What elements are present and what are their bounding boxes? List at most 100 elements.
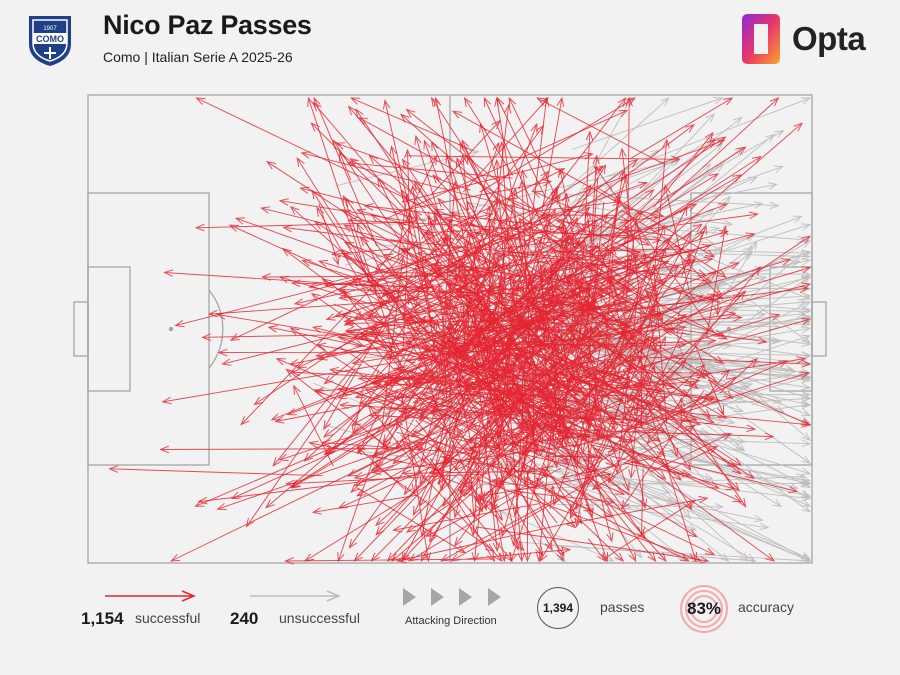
successful-pass-arrow — [485, 457, 507, 563]
successful-pass-arrow — [581, 355, 623, 364]
successful-pass-arrow — [513, 330, 682, 481]
successful-pass-arrow — [312, 101, 456, 269]
successful-pass-arrow — [347, 389, 519, 477]
accuracy-value: 83% — [686, 599, 722, 618]
successful-pass-arrow — [467, 223, 481, 262]
successful-pass-arrow — [588, 212, 651, 246]
opta-wordmark: Opta — [792, 20, 866, 57]
successful-pass-arrow — [424, 396, 474, 419]
successful-pass-arrow — [508, 336, 537, 367]
successful-pass-arrow — [536, 97, 665, 165]
successful-pass-arrow — [282, 224, 423, 246]
successful-pass-arrow — [433, 276, 544, 391]
successful-pass-arrow — [347, 105, 478, 260]
successful-pass-arrow — [469, 430, 482, 537]
left-penalty-arc — [208, 289, 224, 369]
unsuccessful-pass-arrow — [671, 362, 812, 384]
successful-pass-arrow — [414, 134, 458, 278]
successful-pass-arrow — [464, 304, 489, 352]
accuracy-label: accuracy — [738, 599, 795, 615]
successful-pass-arrow — [322, 353, 437, 438]
successful-pass-arrow — [527, 223, 703, 346]
successful-pass-arrow — [575, 451, 637, 489]
successful-pass-arrow — [591, 409, 757, 432]
successful-pass-arrow — [310, 292, 436, 381]
left-penalty-spot — [168, 326, 174, 332]
successful-pass-arrow — [401, 440, 428, 466]
successful-pass-arrow — [370, 394, 537, 562]
successful-pass-arrow — [535, 477, 625, 562]
successful-pass-arrow — [408, 165, 604, 296]
successful-pass-arrow — [573, 370, 616, 458]
successful-pass-arrow — [513, 206, 591, 291]
successful-pass-arrow — [625, 96, 633, 273]
successful-pass-arrow — [389, 145, 433, 328]
successful-pass-arrow — [515, 334, 637, 343]
successful-pass-arrow — [463, 96, 514, 176]
successful-pass-arrow — [489, 103, 512, 258]
successful-pass-arrow — [523, 476, 690, 562]
successful-pass-arrow — [382, 309, 490, 449]
successful-pass-arrow — [492, 250, 530, 258]
successful-pass-arrow — [494, 96, 526, 275]
successful-pass-arrow — [234, 217, 448, 294]
left-goal — [73, 301, 89, 357]
successful-pass-arrow — [348, 392, 461, 549]
successful-pass-arrow — [452, 259, 559, 432]
successful-pass-arrow — [529, 353, 637, 563]
successful-pass-arrow — [459, 153, 469, 221]
successful-pass-arrow — [590, 249, 610, 281]
successful-pass-arrow — [278, 198, 415, 223]
successful-pass-arrow — [411, 301, 464, 494]
successful-pass-arrow — [623, 425, 696, 464]
successful-pass-arrow — [395, 399, 426, 451]
successful-pass-arrow — [562, 262, 740, 332]
page-subtitle: Como | Italian Serie A 2025-26 — [103, 49, 293, 65]
successful-pass-arrow — [303, 475, 443, 562]
successful-pass-arrow — [467, 284, 524, 294]
successful-pass-arrow — [630, 97, 734, 159]
successful-pass-arrow — [523, 469, 532, 563]
successful-pass-arrow — [575, 254, 640, 289]
unsuccessful-label: unsuccessful — [279, 610, 360, 626]
successful-pass-arrow — [551, 413, 667, 435]
successful-pass-arrow — [570, 337, 630, 493]
successful-pass-arrow — [367, 297, 392, 319]
successful-pass-arrow — [333, 303, 385, 325]
successful-pass-arrow — [400, 434, 425, 450]
left-penalty-box — [87, 192, 210, 466]
successful-pass-arrow — [383, 99, 429, 292]
successful-pass-arrow — [550, 266, 636, 307]
successful-pass-arrow — [390, 181, 648, 273]
successful-pass-arrow — [510, 139, 726, 219]
successful-pass-arrow — [406, 155, 681, 164]
successful-pass-arrow — [553, 428, 775, 441]
unsuccessful-pass-arrow — [421, 160, 669, 220]
successful-pass-arrow — [453, 387, 538, 472]
successful-pass-arrow — [469, 476, 703, 562]
successful-pass-arrow — [587, 538, 607, 563]
successful-pass-arrow — [343, 299, 395, 326]
successful-pass-arrow — [434, 330, 583, 440]
successful-pass-arrow — [523, 318, 581, 486]
successful-pass-arrow — [533, 362, 542, 397]
successful-pass-arrow — [429, 378, 480, 414]
successful-pass-arrow — [364, 388, 425, 419]
successful-pass-arrow — [353, 440, 443, 487]
successful-pass-arrow — [622, 369, 692, 472]
successful-pass-arrow — [349, 157, 419, 207]
successful-pass-arrow — [355, 108, 493, 314]
successful-pass-arrow — [459, 367, 620, 395]
successful-pass-arrow — [290, 367, 477, 488]
successful-pass-arrow — [524, 300, 728, 420]
successful-pass-arrow — [432, 174, 504, 251]
unsuccessful-pass-arrow — [612, 382, 754, 425]
successful-pass-arrow — [216, 445, 400, 511]
successful-pass-arrow — [507, 96, 627, 252]
successful-pass-arrow — [341, 253, 424, 290]
successful-pass-arrow — [699, 368, 730, 406]
successful-pass-arrow — [197, 474, 421, 505]
successful-pass-arrow — [333, 308, 360, 318]
successful-pass-arrow — [442, 321, 521, 345]
successful-pass-arrow — [649, 432, 732, 473]
